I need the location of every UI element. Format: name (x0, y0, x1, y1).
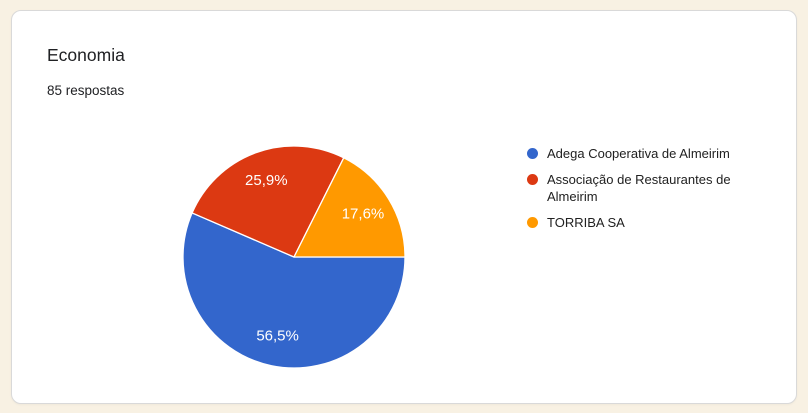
legend-item-1: Associação de Restaurantes de Almeirim (527, 171, 777, 205)
pie-slice-0[interactable] (182, 212, 406, 369)
legend-label: Adega Cooperativa de Almeirim (547, 146, 730, 161)
results-card: Economia 85 respostas 56,5% 25,9% 17,6% Ad… (11, 10, 797, 404)
legend-label: Associação de Restaurantes de Almeirim (547, 172, 731, 204)
pie-slice-1[interactable] (191, 145, 345, 258)
pie-slice-percentage-label: 17,6% (342, 205, 385, 222)
question-title: Economia (47, 45, 125, 65)
legend-item-2: TORRIBA SA (527, 214, 777, 231)
pie-slice-2[interactable] (293, 157, 406, 258)
responses-count: 85 respostas (47, 83, 125, 98)
legend-color-dot (527, 174, 538, 185)
pie-slice-percentage-label: 56,5% (256, 327, 299, 344)
legend-label: TORRIBA SA (547, 215, 625, 230)
legend-color-dot (527, 217, 538, 228)
pie-slice-percentage-label: 25,9% (245, 172, 288, 189)
legend: Adega Cooperativa de Almeirim Associação … (527, 145, 777, 231)
legend-item-0: Adega Cooperativa de Almeirim (527, 145, 777, 162)
pie-chart[interactable]: 56,5% 25,9% 17,6% (178, 141, 410, 373)
legend-color-dot (527, 148, 538, 159)
